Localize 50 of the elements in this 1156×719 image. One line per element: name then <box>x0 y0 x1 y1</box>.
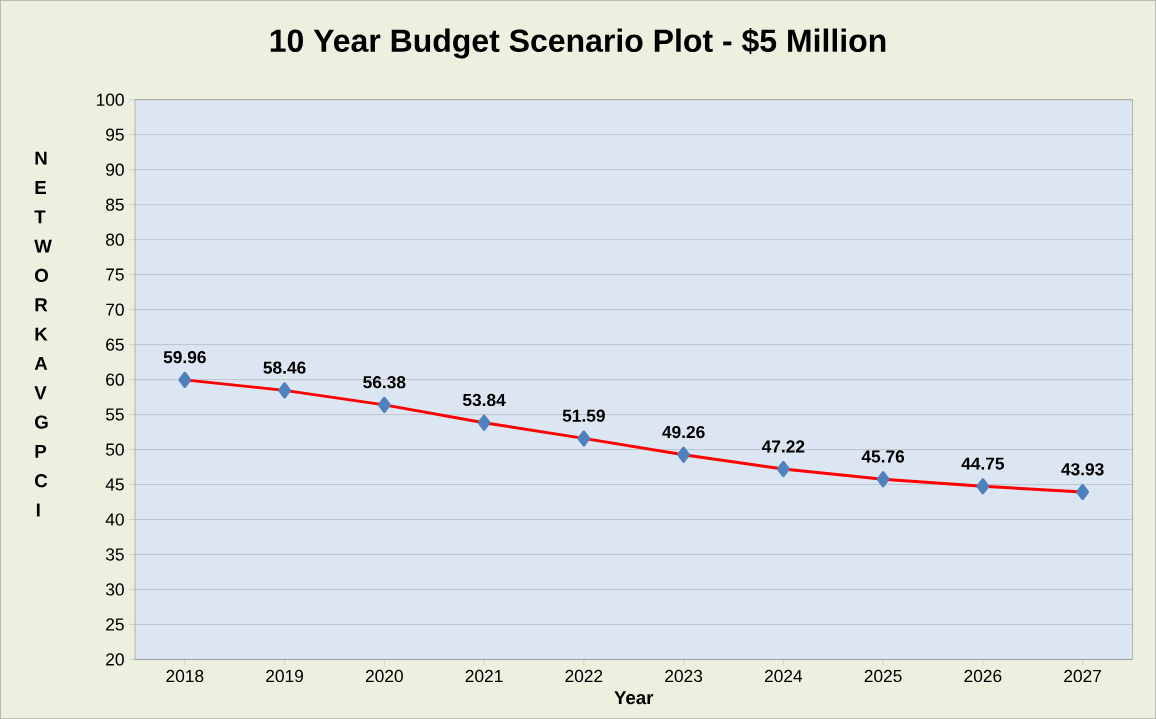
data-label: 53.84 <box>462 393 506 407</box>
x-tick-label: 2023 <box>665 669 703 683</box>
point <box>477 414 491 431</box>
y-tick-label: 20 <box>106 653 124 666</box>
x-tick-label: 2018 <box>166 669 204 683</box>
point <box>876 470 890 488</box>
y-tick-label: 60 <box>106 373 124 386</box>
point <box>178 371 192 388</box>
point <box>776 460 790 478</box>
y-tick-label: 45 <box>105 478 124 491</box>
data-label: 58.46 <box>263 361 306 374</box>
y-tick-label: 50 <box>105 443 124 456</box>
point <box>1076 483 1090 501</box>
point <box>577 430 591 447</box>
point <box>976 478 990 495</box>
data-label: 47.22 <box>761 440 805 453</box>
y-tick-label: 55 <box>105 408 124 421</box>
data-label: 43.93 <box>1061 463 1104 476</box>
y-tick-label: 70 <box>106 303 124 316</box>
x-tick-label: 2022 <box>565 669 603 683</box>
y-tick-label: 65 <box>106 338 124 351</box>
x-tick-label: 2026 <box>964 669 1002 683</box>
y-tick-label: 80 <box>106 233 124 246</box>
data-label: 45.76 <box>861 450 905 463</box>
y-tick-label: 40 <box>105 513 124 526</box>
chart-title: 10 Year Budget Scenario Plot - $5 Million <box>270 27 886 59</box>
text: NETWORK AVG PCI <box>34 151 52 517</box>
x-tick-label: 2020 <box>365 669 403 683</box>
y-tick-label: 95 <box>106 128 124 141</box>
x-tick-label: 2021 <box>465 669 503 683</box>
data-label: 56.38 <box>363 375 406 389</box>
data-label: 44.75 <box>961 457 1005 470</box>
y-tick-label: 75 <box>106 268 124 281</box>
data-label: 51.59 <box>562 409 605 422</box>
y-tick-label: 35 <box>105 548 124 561</box>
y-tick-label: 90 <box>106 163 124 176</box>
y-tick-label: 30 <box>105 583 124 596</box>
y-tick-label: 100 <box>96 93 124 106</box>
data-label: 59.96 <box>163 350 206 364</box>
x-tick-label: 2019 <box>266 669 304 683</box>
point <box>377 396 391 413</box>
x-tick-label: 2027 <box>1064 669 1101 683</box>
y-tick-label: 25 <box>106 618 124 631</box>
point <box>278 382 292 399</box>
x-tick-label: 2025 <box>864 669 902 683</box>
point <box>677 446 691 463</box>
y-tick-label: 85 <box>106 198 124 211</box>
data-label: 49.26 <box>662 425 705 439</box>
x-axis-title: Year <box>614 691 654 705</box>
x-tick-label: 2024 <box>764 669 803 683</box>
